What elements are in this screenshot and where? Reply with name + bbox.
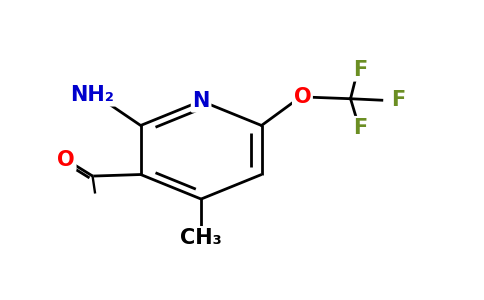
Text: CH₃: CH₃: [180, 228, 222, 248]
Text: F: F: [392, 90, 406, 110]
Text: NH₂: NH₂: [71, 85, 115, 105]
Text: O: O: [57, 150, 75, 170]
Text: F: F: [353, 60, 367, 80]
Text: F: F: [353, 118, 367, 138]
Text: N: N: [193, 91, 210, 111]
Text: O: O: [294, 87, 311, 107]
